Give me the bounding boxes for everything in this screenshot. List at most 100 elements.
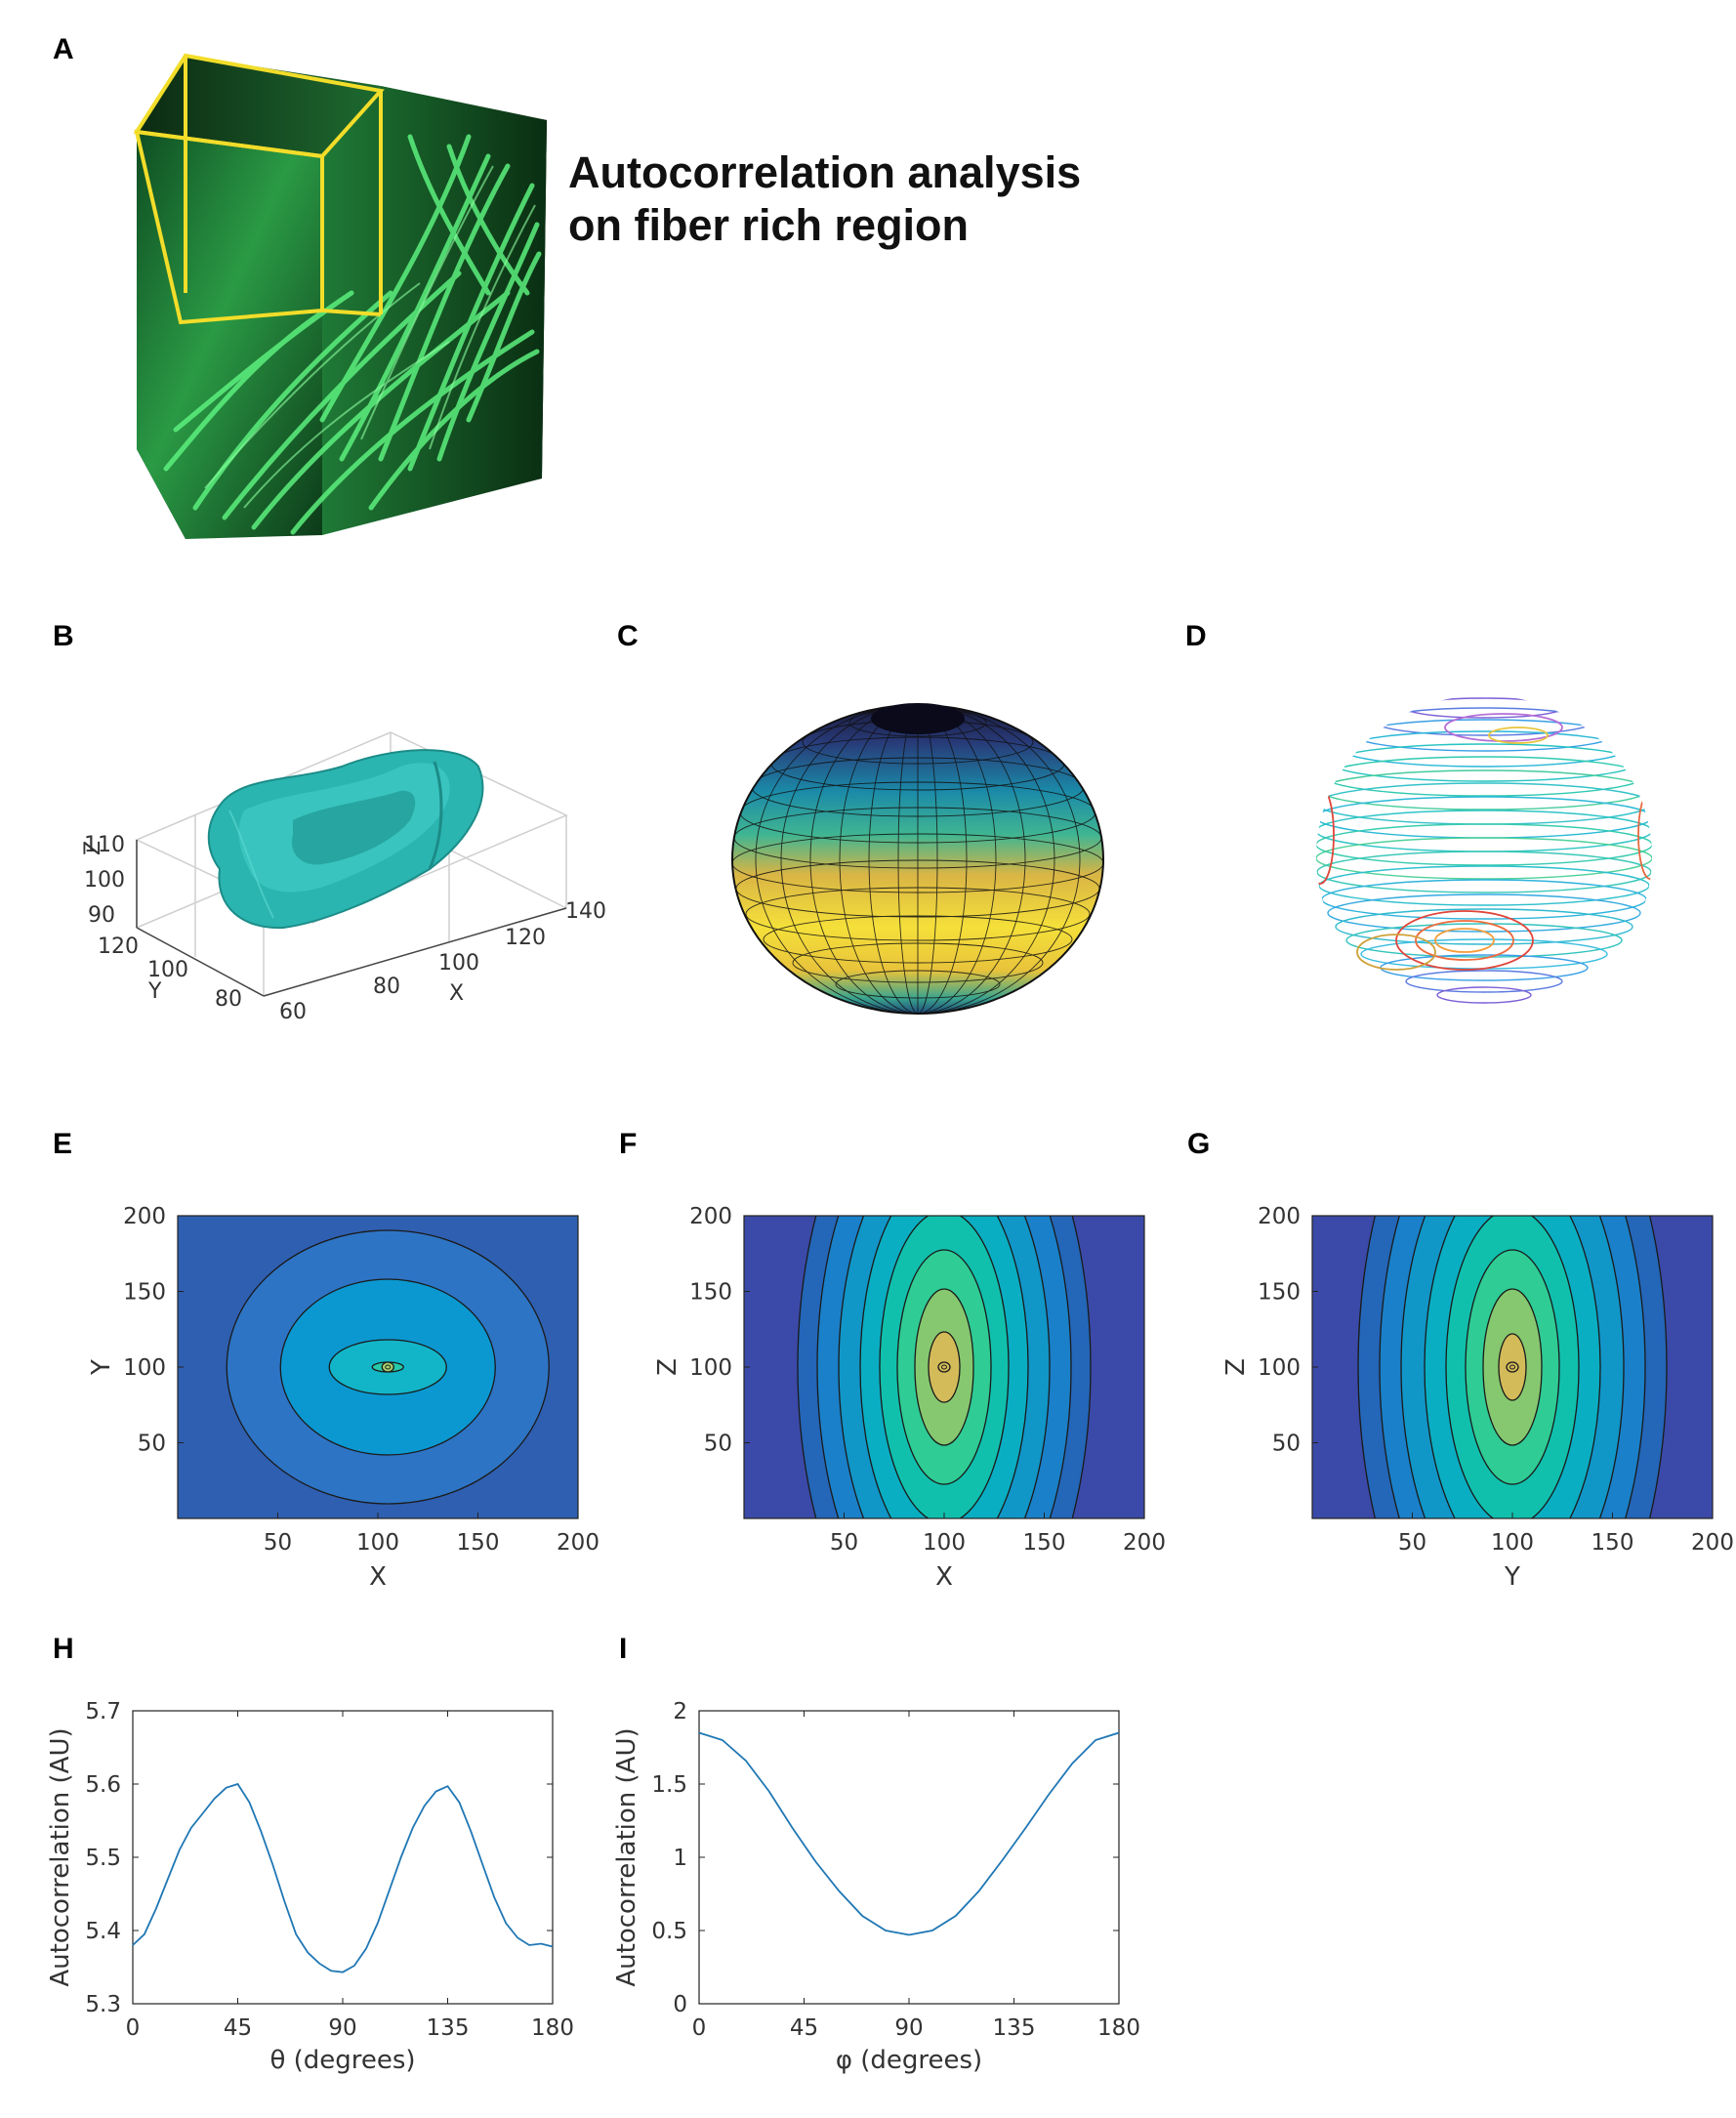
x-axis-label: X	[449, 981, 464, 1006]
fiber-strands-thin	[204, 165, 536, 509]
y-tick-label: 5.4	[85, 1919, 121, 1944]
contour-fills	[178, 1216, 578, 1518]
series-line-0	[132, 1782, 554, 1973]
plot-frame	[132, 1710, 554, 2005]
y-tick-label: 2	[673, 1699, 687, 1724]
x-tick-label: 135	[427, 2015, 470, 2041]
x-tick-label: 50	[1398, 1530, 1426, 1556]
y-tick-label: 100	[689, 1355, 732, 1381]
x-tick-label: 90	[328, 2015, 356, 2041]
y-axis-label: Y	[147, 979, 162, 1004]
x-tick-label: 150	[1023, 1530, 1066, 1556]
spheroid-surface	[731, 703, 1104, 1015]
x-tick-label: 180	[531, 2015, 574, 2041]
axes-edges-3d	[136, 840, 567, 997]
x-tick-label: 50	[830, 1530, 858, 1556]
y-axis-label: Autocorrelation (AU)	[46, 1727, 75, 1986]
z-tick-90: 90	[88, 903, 115, 928]
selection-box	[133, 53, 385, 325]
y-axis-label: Z	[1221, 1358, 1251, 1376]
x-tick-label: 0	[126, 2015, 141, 2041]
panel-label-f: F	[619, 1128, 638, 1160]
x-axis-label: φ (degrees)	[836, 2046, 982, 2075]
y-tick-label: 150	[689, 1280, 732, 1306]
fiber-volume-image	[133, 53, 547, 539]
y-tick-label: 50	[1272, 1432, 1301, 1457]
x-axis-label: X	[369, 1562, 387, 1592]
x-tick-label: 135	[993, 2015, 1036, 2041]
contour-sphere	[1316, 697, 1652, 1004]
x-axis-label: θ (degrees)	[269, 2046, 415, 2075]
contour-peak-inner	[1509, 1364, 1515, 1370]
fiber-strands	[163, 134, 542, 535]
y-tick-label: 0	[673, 1992, 687, 2017]
y-tick-label: 200	[123, 1204, 166, 1229]
spheroid-pole	[871, 703, 965, 734]
x-tick-60: 60	[279, 1000, 307, 1024]
y-axis-label: Y	[87, 1359, 116, 1376]
panel-label-g: G	[1187, 1128, 1211, 1160]
panel-label-e: E	[53, 1128, 73, 1160]
y-tick-120: 120	[98, 934, 139, 959]
x-tick-label: 45	[224, 2015, 252, 2041]
y-tick-100: 100	[147, 958, 188, 982]
y-tick-label: 50	[704, 1432, 732, 1457]
y-tick-label: 150	[1258, 1280, 1301, 1306]
y-tick-label: 5.6	[85, 1772, 121, 1798]
x-tick-label: 200	[1691, 1530, 1734, 1556]
y-tick-label: 150	[123, 1280, 166, 1306]
headline-line-1: Autocorrelation analysis	[568, 147, 1082, 197]
z-tick-100: 100	[84, 868, 125, 893]
y-tick-label: 100	[1258, 1355, 1301, 1381]
x-tick-label: 100	[356, 1530, 399, 1556]
contour-peak	[937, 1361, 951, 1373]
phi-line-chart: 0 45 90 135 180 0 0.5 1 1.5 2 φ (degrees) Autocorre…	[612, 1699, 1140, 2075]
x-tick-label: 0	[692, 2015, 707, 2041]
z-axis-label: Z	[81, 841, 105, 855]
x-tick-label: 100	[1491, 1530, 1534, 1556]
x-axis-label: X	[935, 1562, 953, 1592]
headline: Autocorrelation analysis on fiber rich r…	[568, 146, 1081, 252]
x-tick-80: 80	[373, 975, 400, 999]
x-tick-label: 150	[1591, 1530, 1634, 1556]
x-tick-label: 150	[457, 1530, 500, 1556]
x-tick-140: 140	[565, 899, 606, 924]
isosurface	[207, 749, 484, 930]
z-tick-110: 110	[84, 833, 125, 857]
volume-front-face	[137, 132, 322, 539]
headline-line-2: on fiber rich region	[568, 200, 970, 250]
plot-frame	[698, 1710, 1120, 2005]
panel-label-a: A	[53, 33, 74, 65]
y-axis-label: Z	[653, 1358, 682, 1376]
panel-label-c: C	[617, 620, 639, 652]
y-tick-label: 5.3	[85, 1992, 121, 2017]
x-axis-label: Y	[1504, 1562, 1520, 1592]
y-tick-label: 0.5	[651, 1919, 687, 1944]
x-tick-label: 200	[1123, 1530, 1166, 1556]
contour-rings	[1316, 697, 1652, 1004]
y-tick-80: 80	[215, 987, 242, 1012]
x-tick-120: 120	[505, 926, 546, 950]
contour-plot-xz: 50 100 150 200 50 100 150 200 X Z	[653, 1204, 1166, 1592]
y-tick-label: 1	[673, 1846, 687, 1871]
x-tick-label: 100	[923, 1530, 966, 1556]
contour-plot-yz: 50 100 150 200 50 100 150 200 Y Z	[1221, 1204, 1734, 1592]
contour-peak-inner	[941, 1364, 947, 1370]
y-tick-label: 200	[1258, 1204, 1301, 1229]
y-tick-label: 5.5	[85, 1846, 121, 1871]
y-axis-label: Autocorrelation (AU)	[612, 1727, 641, 1986]
panel-label-h: H	[53, 1633, 74, 1665]
y-tick-label: 50	[138, 1432, 166, 1457]
series-line-0	[698, 1731, 1120, 1936]
x-tick-label: 50	[264, 1530, 292, 1556]
isosurface-3d-plot: Z 110 100 90 120 100 80 Y 60 80 100 120 …	[81, 731, 606, 1024]
x-tick-label: 180	[1097, 2015, 1140, 2041]
y-tick-label: 5.7	[85, 1699, 121, 1724]
contour-peak	[1506, 1361, 1519, 1373]
panel-label-d: D	[1185, 620, 1207, 652]
x-tick-100: 100	[438, 951, 479, 976]
contour-peak-inner	[385, 1364, 392, 1370]
x-tick-label: 200	[557, 1530, 599, 1556]
y-tick-label: 100	[123, 1355, 166, 1381]
x-tick-label: 45	[790, 2015, 818, 2041]
